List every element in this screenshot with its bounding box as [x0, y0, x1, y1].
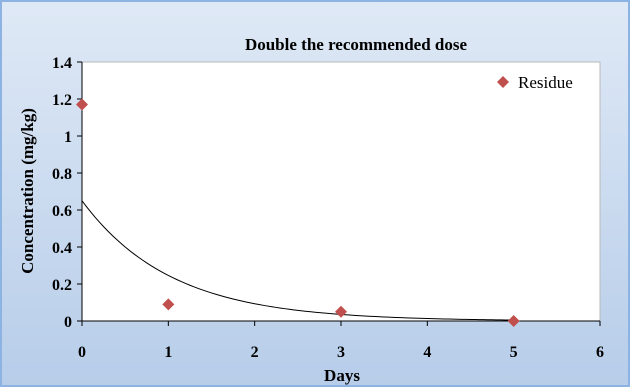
x-tick-label: 3: [337, 344, 345, 361]
y-axis-title: Concentration (mg/kg): [18, 108, 37, 274]
x-tick-label: 4: [423, 344, 431, 361]
data-point: [335, 305, 347, 318]
y-tick-label: 0: [64, 314, 72, 331]
legend: Residue: [497, 73, 573, 92]
x-tick-label: 2: [251, 344, 259, 361]
y-tick-label: 1.4: [52, 55, 72, 72]
x-tick-label: 5: [510, 344, 518, 361]
y-axis: 0 0.2 0.4 0.6 0.8 1 1.2 1.4: [52, 55, 83, 331]
x-axis-title: Days: [324, 366, 360, 385]
x-tick-label: 6: [596, 344, 604, 361]
chart-title: Double the recommended dose: [245, 35, 468, 54]
data-point: [76, 98, 88, 111]
x-axis: 0 1 2 3 4 5 6: [78, 320, 604, 361]
legend-marker-icon: [497, 76, 509, 88]
y-tick-label: 0.4: [52, 240, 72, 257]
trendline: [81, 200, 514, 321]
y-tick-label: 1.2: [52, 92, 72, 109]
y-tick-label: 0.2: [52, 277, 72, 294]
x-tick-label: 0: [78, 344, 86, 361]
y-tick-label: 0.8: [52, 166, 72, 183]
data-point: [507, 315, 520, 327]
x-tick-label: 1: [164, 344, 172, 361]
data-point: [162, 298, 175, 311]
data-points: [76, 98, 520, 327]
legend-label: Residue: [518, 73, 573, 92]
plot-area: [81, 61, 601, 322]
y-tick-label: 1: [64, 129, 72, 146]
y-tick-label: 0.6: [52, 203, 72, 220]
